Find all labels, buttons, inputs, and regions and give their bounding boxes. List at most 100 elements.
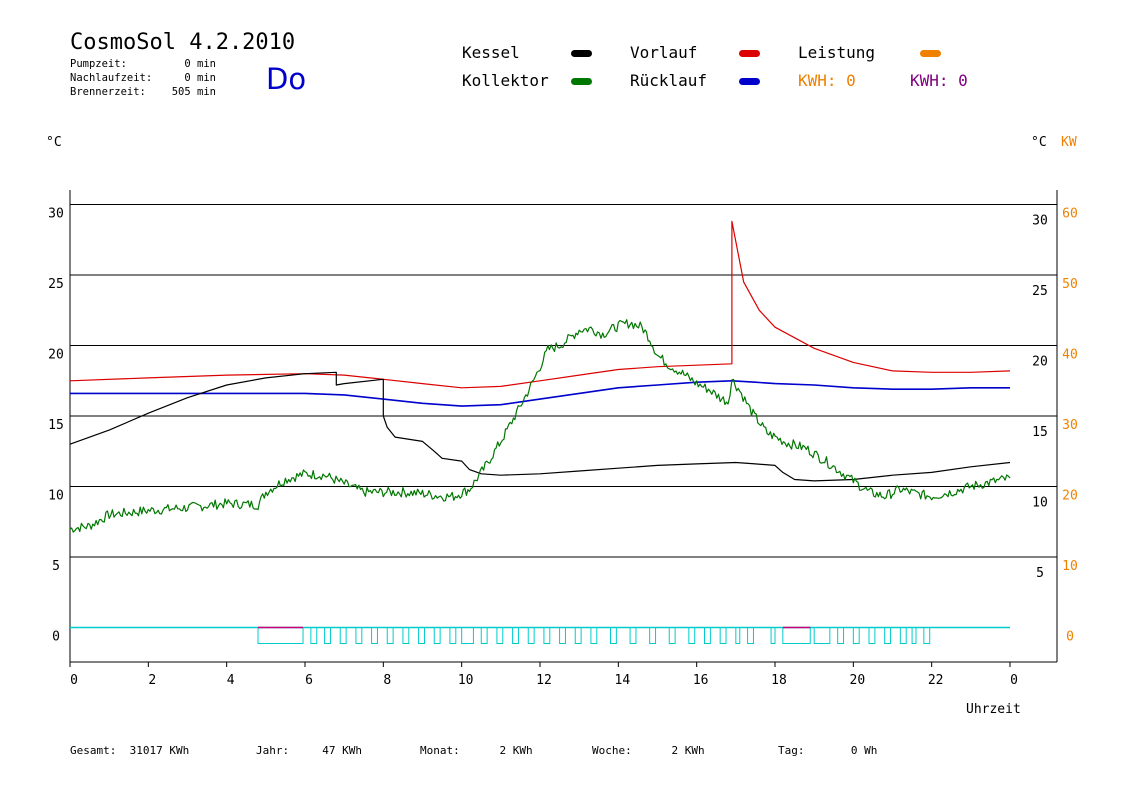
footer-month-value: 2 KWh — [499, 744, 533, 757]
y-tick-left: 10 — [48, 489, 64, 504]
pump-block — [884, 627, 892, 644]
y-tick-left: 20 — [48, 348, 64, 363]
pump-block — [559, 627, 566, 644]
footer-year-label: Jahr: — [256, 744, 290, 757]
pump-block — [574, 627, 582, 644]
x-tick-label: 22 — [928, 673, 944, 688]
pump-block — [402, 627, 410, 644]
pump-block — [371, 627, 378, 644]
pump-block — [629, 627, 637, 644]
pump-block — [899, 627, 907, 644]
x-tick-label: 0 — [70, 673, 78, 688]
x-tick-label: 0 — [1010, 673, 1018, 688]
y-tick-right-power: 0 — [1066, 630, 1074, 645]
y-tick-right-temp: 30 — [1032, 214, 1048, 229]
y-tick-right-power: 10 — [1062, 559, 1078, 574]
pump-block — [852, 627, 860, 644]
x-tick-label: 2 — [148, 673, 156, 688]
x-axis-title: Uhrzeit — [966, 702, 1021, 717]
y-tick-right-power: 30 — [1062, 418, 1078, 433]
pump-time-label: Pumpzeit: — [70, 58, 127, 70]
pump-block — [837, 627, 845, 644]
pump-block — [911, 627, 917, 644]
footer-total: Gesamt: 31017 KWh — [70, 744, 189, 757]
pump-activity — [70, 626, 1010, 644]
overrun-time-label: Nachlaufzeit: — [70, 72, 153, 84]
y-tick-right-power: 50 — [1062, 277, 1078, 292]
footer-year-value: 47 KWh — [322, 744, 362, 757]
y-tick-left: 25 — [48, 277, 64, 292]
legend-kwh-orange: KWH: 0 — [798, 71, 856, 90]
pump-block — [813, 627, 831, 644]
pump-block — [257, 627, 304, 644]
pump-block — [433, 627, 441, 644]
y-tick-left: 0 — [52, 630, 60, 645]
pump-block — [480, 627, 488, 644]
pump-block — [747, 627, 754, 644]
pump-block — [512, 627, 519, 644]
legend-kollektor-label: Kollektor — [462, 71, 549, 90]
chart-series — [69, 220, 1011, 533]
y-tick-right-temp: 10 — [1032, 496, 1048, 511]
right-axis-unit-temp: °C — [1031, 135, 1047, 150]
y-tick-right-temp: 5 — [1036, 566, 1044, 581]
y-tick-left: 30 — [48, 207, 64, 222]
x-tick-label: 12 — [536, 673, 552, 688]
pump-block — [324, 627, 331, 644]
pump-block — [543, 627, 551, 644]
series-kessel — [69, 371, 1011, 482]
y-tick-left: 15 — [48, 418, 64, 433]
pump-block — [782, 627, 811, 644]
overrun-time-value: 0 min — [184, 72, 216, 84]
legend-vorlauf-label: Vorlauf — [630, 43, 698, 62]
footer-day: Tag: 0 Wh — [778, 744, 877, 757]
pump-time: Pumpzeit: 0 min — [70, 58, 216, 70]
legend-ruecklauf-swatch — [739, 78, 760, 85]
legend-kollektor-swatch — [571, 78, 592, 85]
pump-block — [590, 627, 598, 644]
pump-block — [868, 627, 876, 644]
footer-week-label: Woche: — [592, 744, 632, 757]
legend-kwh-purple: KWH: 0 — [910, 71, 968, 90]
left-axis-unit: °C — [46, 135, 62, 150]
footer-month-label: Monat: — [420, 744, 460, 757]
series-ruecklauf — [70, 380, 1010, 407]
y-tick-right-temp: 25 — [1032, 284, 1048, 299]
y-tick-right-power: 20 — [1062, 489, 1078, 504]
app-title: CosmoSol 4.2.2010 — [70, 30, 296, 55]
pump-block — [649, 627, 657, 644]
x-tick-label: 18 — [771, 673, 787, 688]
pump-block — [610, 627, 617, 644]
footer-week: Woche: 2 KWh — [592, 744, 705, 757]
pump-block — [688, 627, 696, 644]
pump-block — [339, 627, 347, 644]
x-tick-label: 16 — [693, 673, 709, 688]
chart-grid — [69, 190, 1058, 663]
burner-time-value: 505 min — [171, 86, 216, 98]
footer-day-value: 0 Wh — [850, 744, 878, 757]
footer-year: Jahr: 47 KWh — [256, 744, 362, 757]
pump-time-value: 0 min — [184, 58, 216, 70]
footer-week-value: 2 KWh — [671, 744, 705, 757]
footer-day-label: Tag: — [778, 744, 805, 757]
burner-time: Brennerzeit: 505 min — [70, 86, 216, 98]
pump-block — [496, 627, 504, 644]
pump-block — [668, 627, 676, 644]
series-kollektor — [69, 319, 1011, 533]
x-tick-label: 4 — [227, 673, 235, 688]
pump-block — [923, 627, 931, 644]
overrun-time: Nachlaufzeit: 0 min — [70, 72, 216, 84]
pump-block — [527, 627, 535, 644]
y-tick-right-temp: 20 — [1032, 355, 1048, 370]
legend-vorlauf-swatch — [739, 50, 760, 57]
right-axis-unit-power: KW — [1061, 135, 1077, 150]
y-tick-right-temp: 15 — [1032, 425, 1048, 440]
legend-ruecklauf-label: Rücklauf — [630, 71, 708, 90]
footer-total-value: 31017 KWh — [129, 744, 190, 757]
x-tick-label: 20 — [850, 673, 866, 688]
pump-block — [704, 627, 711, 644]
pump-block — [386, 627, 394, 644]
pump-block — [355, 627, 363, 644]
